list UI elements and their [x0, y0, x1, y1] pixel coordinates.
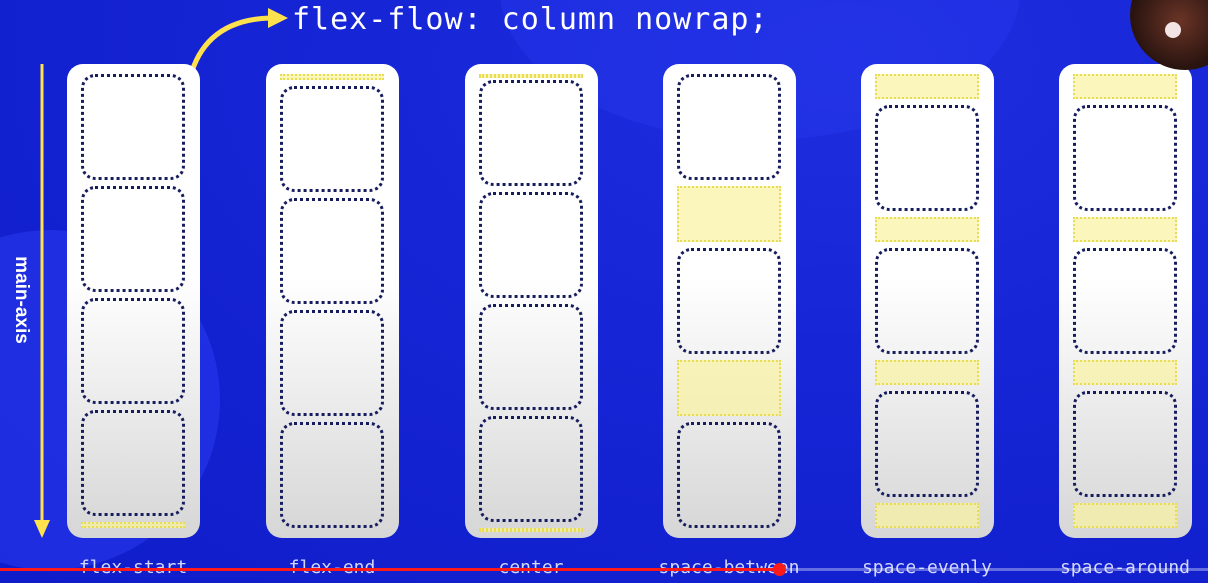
free-space: [280, 74, 384, 80]
free-space: [479, 528, 583, 532]
free-space: [875, 503, 979, 528]
flex-item: [479, 416, 583, 522]
free-space: [875, 217, 979, 242]
flex-item: [677, 74, 781, 180]
avatar-detail: [1165, 22, 1181, 38]
column-label-flex-end: flex-end: [247, 557, 417, 578]
flex-item: [875, 248, 979, 354]
free-space: [1073, 217, 1177, 242]
video-progress-handle[interactable]: [773, 563, 787, 576]
flex-item: [81, 74, 185, 180]
column-label-flex-start: flex-start: [48, 557, 218, 578]
flex-item: [280, 422, 384, 528]
flex-container-center: [465, 64, 598, 538]
flex-item: [875, 105, 979, 211]
flex-container-flex-end: [266, 64, 399, 538]
flex-item: [1073, 391, 1177, 497]
column-label-center: center: [446, 557, 616, 578]
flex-item: [81, 298, 185, 404]
flex-item: [280, 198, 384, 304]
free-space: [677, 186, 781, 242]
video-progress-fill: [0, 568, 780, 571]
free-space: [479, 74, 583, 78]
flex-item: [479, 304, 583, 410]
flex-item: [479, 80, 583, 186]
video-progress-bar[interactable]: [0, 563, 1208, 576]
main-axis-arrow-head: [34, 520, 50, 538]
flex-item: [479, 192, 583, 298]
flex-container-space-between: [663, 64, 796, 538]
flex-item: [1073, 105, 1177, 211]
flex-item: [875, 391, 979, 497]
free-space: [1073, 503, 1177, 528]
flex-item: [1073, 248, 1177, 354]
flex-container-space-evenly: [861, 64, 994, 538]
flex-item: [280, 310, 384, 416]
flex-container-flex-start: [67, 64, 200, 538]
free-space: [875, 74, 979, 99]
main-axis-label: main-axis: [11, 256, 32, 344]
flex-container-space-around: [1059, 64, 1192, 538]
code-caption: flex-flow: column nowrap;: [292, 2, 769, 37]
flex-item: [81, 186, 185, 292]
flex-item: [677, 422, 781, 528]
free-space: [875, 360, 979, 385]
free-space: [81, 522, 185, 528]
free-space: [1073, 360, 1177, 385]
curved-arrow-shaft: [187, 15, 273, 81]
column-label-space-around: space-around: [1059, 557, 1191, 578]
flex-item: [677, 248, 781, 354]
free-space: [1073, 74, 1177, 99]
flex-item: [280, 86, 384, 192]
flex-item: [81, 410, 185, 516]
curved-arrow-head: [268, 8, 288, 28]
column-label-space-evenly: space-evenly: [861, 557, 993, 578]
free-space: [677, 360, 781, 416]
column-label-space-between: space-between: [644, 557, 814, 578]
